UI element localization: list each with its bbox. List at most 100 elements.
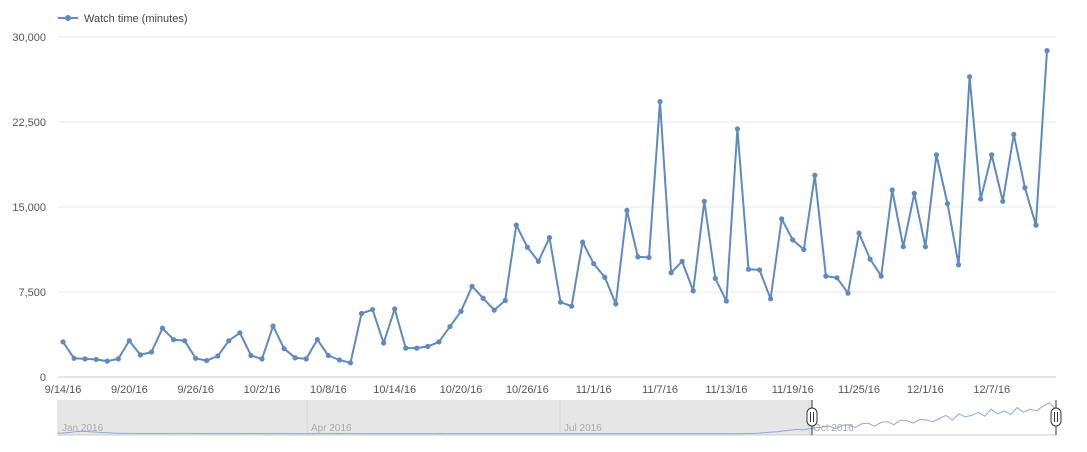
- data-point[interactable]: [159, 325, 166, 331]
- data-point[interactable]: [1033, 222, 1039, 228]
- data-point[interactable]: [491, 307, 497, 313]
- data-point[interactable]: [801, 246, 807, 253]
- x-tick-label: 11/25/16: [838, 384, 880, 396]
- data-point[interactable]: [834, 275, 840, 281]
- data-point[interactable]: [933, 152, 940, 158]
- data-point[interactable]: [812, 172, 818, 178]
- data-point[interactable]: [93, 356, 99, 363]
- data-point[interactable]: [458, 308, 464, 314]
- data-point[interactable]: [524, 244, 530, 250]
- data-point[interactable]: [115, 356, 121, 362]
- data-point[interactable]: [1011, 131, 1017, 138]
- data-point[interactable]: [535, 258, 542, 264]
- data-point[interactable]: [790, 237, 796, 243]
- data-point[interactable]: [580, 239, 586, 245]
- data-point[interactable]: [690, 288, 696, 294]
- data-point[interactable]: [60, 339, 66, 345]
- data-point[interactable]: [215, 353, 221, 359]
- y-tick-label: 22,500: [12, 117, 46, 129]
- data-point[interactable]: [546, 235, 553, 241]
- data-point[interactable]: [944, 201, 951, 207]
- data-point[interactable]: [845, 290, 851, 296]
- data-point[interactable]: [624, 207, 630, 213]
- data-point[interactable]: [347, 360, 354, 366]
- data-point[interactable]: [226, 338, 232, 344]
- x-axis: 9/14/16 9/20/16 9/26/16 10/2/16 10/8/16 10/14…: [45, 384, 1010, 396]
- data-point[interactable]: [336, 357, 343, 363]
- data-point[interactable]: [436, 339, 442, 345]
- data-point[interactable]: [856, 230, 862, 236]
- data-point[interactable]: [591, 261, 597, 267]
- data-point[interactable]: [403, 345, 409, 351]
- data-point[interactable]: [182, 338, 188, 344]
- data-point[interactable]: [425, 343, 431, 349]
- data-point[interactable]: [889, 187, 895, 193]
- x-tick-label: 10/2/16: [244, 384, 281, 396]
- navigator-left-handle[interactable]: [806, 400, 818, 435]
- data-point[interactable]: [502, 297, 508, 304]
- data-point[interactable]: [613, 301, 619, 307]
- data-point[interactable]: [1022, 185, 1028, 191]
- data-point[interactable]: [867, 256, 873, 262]
- data-point[interactable]: [922, 244, 928, 250]
- data-point[interactable]: [1044, 48, 1050, 54]
- data-point[interactable]: [414, 345, 420, 351]
- data-point[interactable]: [568, 303, 575, 309]
- data-point[interactable]: [955, 262, 962, 268]
- data-point[interactable]: [646, 254, 652, 261]
- data-point[interactable]: [668, 270, 674, 276]
- data-point[interactable]: [967, 74, 973, 80]
- range-navigator[interactable]: Jan 2016 Apr 2016 Jul 2016 Oct 2016: [57, 400, 1062, 436]
- data-point[interactable]: [779, 216, 785, 222]
- data-point[interactable]: [71, 355, 77, 361]
- data-point[interactable]: [911, 190, 917, 196]
- data-point[interactable]: [1000, 198, 1006, 204]
- data-point[interactable]: [314, 337, 320, 343]
- data-point[interactable]: [635, 254, 641, 260]
- data-point[interactable]: [193, 355, 199, 361]
- data-point[interactable]: [447, 323, 453, 330]
- data-point[interactable]: [823, 273, 829, 279]
- data-point[interactable]: [237, 330, 243, 336]
- data-point[interactable]: [978, 196, 984, 202]
- data-point[interactable]: [126, 338, 132, 344]
- data-point[interactable]: [170, 337, 177, 343]
- x-tick-label: 9/20/16: [111, 384, 148, 396]
- data-point[interactable]: [679, 258, 685, 264]
- data-point[interactable]: [480, 295, 486, 301]
- data-point[interactable]: [756, 267, 763, 273]
- data-point[interactable]: [513, 222, 519, 228]
- data-point[interactable]: [369, 306, 376, 313]
- data-point[interactable]: [259, 356, 265, 362]
- data-point[interactable]: [104, 358, 110, 364]
- data-point[interactable]: [292, 355, 298, 361]
- data-point[interactable]: [82, 356, 88, 362]
- data-point[interactable]: [469, 283, 475, 289]
- data-point[interactable]: [712, 275, 718, 281]
- data-point[interactable]: [900, 244, 906, 250]
- data-point[interactable]: [734, 126, 741, 132]
- data-point[interactable]: [723, 298, 729, 304]
- data-point[interactable]: [248, 352, 254, 359]
- data-point[interactable]: [358, 310, 365, 317]
- data-point[interactable]: [602, 274, 608, 280]
- data-point[interactable]: [137, 352, 143, 358]
- data-point[interactable]: [148, 349, 155, 355]
- data-point[interactable]: [878, 273, 884, 279]
- gridlines: [58, 36, 1056, 378]
- data-point[interactable]: [767, 296, 774, 302]
- data-point[interactable]: [392, 306, 398, 312]
- data-point[interactable]: [381, 340, 387, 346]
- data-point[interactable]: [325, 352, 331, 359]
- legend[interactable]: Watch time (minutes): [58, 13, 188, 25]
- data-point[interactable]: [557, 299, 564, 305]
- data-point[interactable]: [270, 323, 276, 329]
- data-point[interactable]: [701, 198, 707, 204]
- data-point[interactable]: [989, 152, 995, 158]
- navigator-right-handle[interactable]: [1050, 400, 1062, 435]
- data-point[interactable]: [281, 346, 287, 352]
- data-point[interactable]: [204, 357, 210, 364]
- data-point[interactable]: [745, 266, 752, 272]
- data-point[interactable]: [303, 356, 309, 362]
- data-point[interactable]: [657, 99, 663, 105]
